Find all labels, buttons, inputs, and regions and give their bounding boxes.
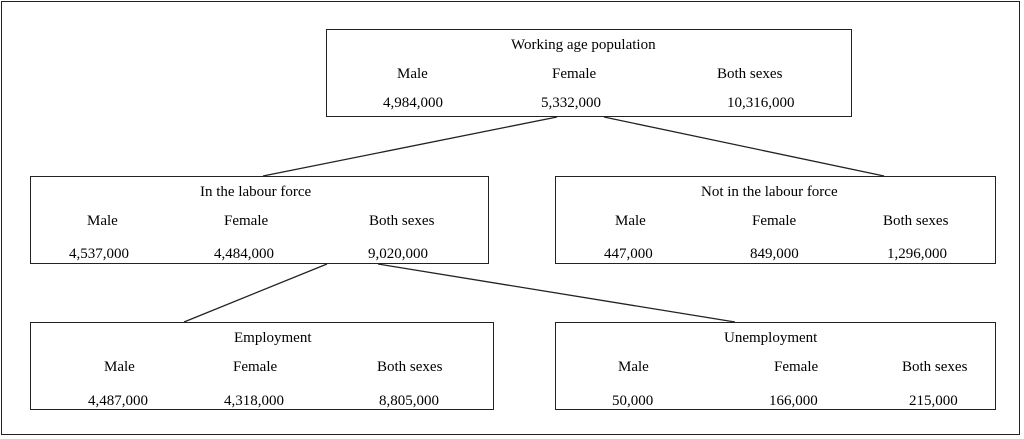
male-label: Male — [618, 359, 649, 375]
node-working-age-population: Working age population Male Female Both … — [326, 29, 852, 117]
edge-labour-force-to-employment — [183, 263, 328, 323]
node-title: Not in the labour force — [701, 184, 838, 200]
male-value: 4,984,000 — [383, 95, 443, 111]
node-title: Employment — [234, 330, 312, 346]
male-label: Male — [397, 66, 428, 82]
female-label: Female — [233, 359, 278, 375]
male-label: Male — [104, 359, 135, 375]
both-sexes-label: Both sexes — [883, 213, 949, 229]
both-sexes-value: 10,316,000 — [727, 95, 795, 111]
female-label: Female — [752, 213, 797, 229]
female-label: Female — [552, 66, 597, 82]
female-value: 166,000 — [769, 393, 818, 409]
edge-labour-force-to-unemployment — [377, 263, 736, 323]
female-value: 5,332,000 — [541, 95, 601, 111]
node-unemployment: Unemployment Male Female Both sexes 50,0… — [555, 322, 996, 410]
node-employment: Employment Male Female Both sexes 4,487,… — [30, 322, 494, 410]
both-sexes-label: Both sexes — [377, 359, 443, 375]
male-value: 4,537,000 — [69, 246, 129, 262]
male-value: 4,487,000 — [88, 393, 148, 409]
both-sexes-label: Both sexes — [902, 359, 968, 375]
both-sexes-value: 8,805,000 — [379, 393, 439, 409]
both-sexes-value: 1,296,000 — [887, 246, 947, 262]
edge-working-age-to-labour-force — [262, 116, 558, 177]
male-label: Male — [615, 213, 646, 229]
both-sexes-label: Both sexes — [717, 66, 783, 82]
male-value: 447,000 — [604, 246, 653, 262]
edge-working-age-to-not-labour-force — [603, 116, 885, 177]
node-not-in-labour-force: Not in the labour force Male Female Both… — [555, 176, 996, 264]
both-sexes-label: Both sexes — [369, 213, 435, 229]
male-label: Male — [87, 213, 118, 229]
both-sexes-value: 215,000 — [909, 393, 958, 409]
both-sexes-value: 9,020,000 — [368, 246, 428, 262]
node-title: Unemployment — [724, 330, 818, 346]
node-in-labour-force: In the labour force Male Female Both sex… — [30, 176, 489, 264]
female-value: 4,318,000 — [224, 393, 284, 409]
female-label: Female — [224, 213, 269, 229]
male-value: 50,000 — [612, 393, 654, 409]
node-title: In the labour force — [200, 184, 312, 200]
female-value: 849,000 — [750, 246, 799, 262]
node-title: Working age population — [511, 37, 656, 53]
female-label: Female — [774, 359, 819, 375]
female-value: 4,484,000 — [214, 246, 274, 262]
